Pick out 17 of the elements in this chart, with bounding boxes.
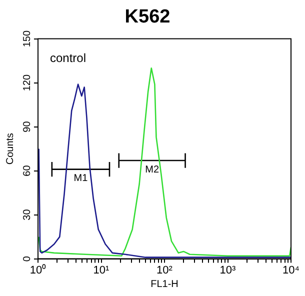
x-tick-label: 10³ [220, 264, 236, 276]
y-axis-title: Counts [4, 132, 16, 165]
y-tick-label: 0 [22, 256, 33, 262]
y-tick-label: 60 [22, 164, 33, 176]
y-tick-label: 90 [22, 120, 33, 132]
y-tick-label: 120 [22, 74, 33, 92]
y-tick-label: 150 [22, 30, 33, 48]
x-tick-label: 10⁰ [30, 263, 46, 276]
x-axis-title: FL1-H [150, 278, 178, 290]
x-tick-label: 10¹ [93, 264, 110, 276]
series-label: M2 [145, 164, 160, 176]
chart-title: K562 [124, 6, 170, 28]
series-label: M1 [74, 173, 88, 184]
annotation: control [50, 51, 86, 66]
y-tick-label: 30 [22, 208, 33, 220]
x-tick-label: 10⁴ [282, 264, 300, 276]
x-tick-label: 10² [156, 264, 173, 276]
